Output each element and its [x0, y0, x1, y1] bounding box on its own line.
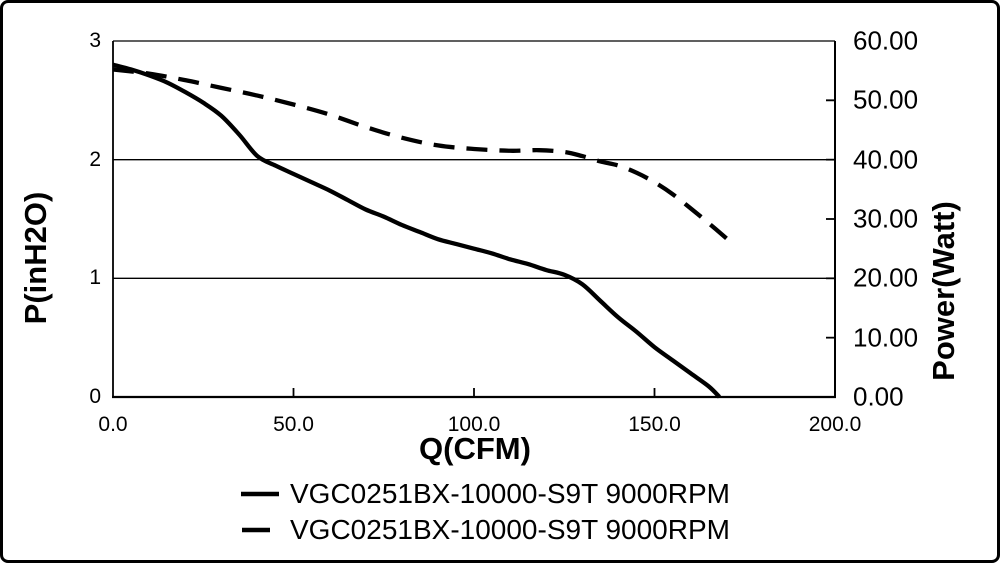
x-tick-label-100: 100.0	[447, 413, 501, 436]
y-right-tick-label-40: 40.00	[853, 144, 919, 175]
y-left-axis-title: P(inH2O)	[18, 191, 53, 325]
y-right-tick-label-10: 10.00	[853, 322, 919, 353]
y-left-tick-label-2: 2	[89, 147, 101, 171]
y-right-tick-label-30: 30.00	[853, 203, 919, 234]
x-tick-label-50: 50.0	[273, 413, 314, 436]
x-tick-label-200: 200.0	[808, 413, 862, 436]
y-right-tick-label-20: 20.00	[853, 262, 919, 293]
x-tick-label-0: 0.0	[98, 413, 128, 436]
legend-item-power: VGC0251BX-10000-S9T 9000RPM	[241, 512, 730, 548]
pressure-curve	[112, 62, 722, 399]
legend-label-power: VGC0251BX-10000-S9T 9000RPM	[290, 514, 730, 545]
legend-item-pressure: VGC0251BX-10000-S9T 9000RPM	[241, 476, 730, 512]
fan-performance-chart	[112, 40, 836, 399]
power-curve	[112, 67, 729, 241]
y-left-tick-label-0: 0	[89, 385, 101, 408]
legend: VGC0251BX-10000-S9T 9000RPM VGC0251BX-10…	[241, 476, 730, 548]
y-right-tick-label-50: 50.00	[853, 84, 919, 115]
dashed-line-sample-icon	[242, 527, 270, 533]
y-right-axis-title: Power(Watt)	[926, 201, 961, 381]
y-left-tick-label-3: 3	[89, 29, 101, 52]
x-tick-label-150: 150.0	[628, 413, 681, 436]
y-left-tick-label-1: 1	[89, 266, 101, 290]
solid-line-sample-icon	[241, 491, 279, 497]
y-right-tick-label-60: 60.00	[853, 25, 919, 56]
y-right-tick-label-0: 0.00	[853, 381, 904, 412]
legend-label-pressure: VGC0251BX-10000-S9T 9000RPM	[290, 478, 730, 509]
x-axis-title: Q(CFM)	[419, 431, 531, 466]
